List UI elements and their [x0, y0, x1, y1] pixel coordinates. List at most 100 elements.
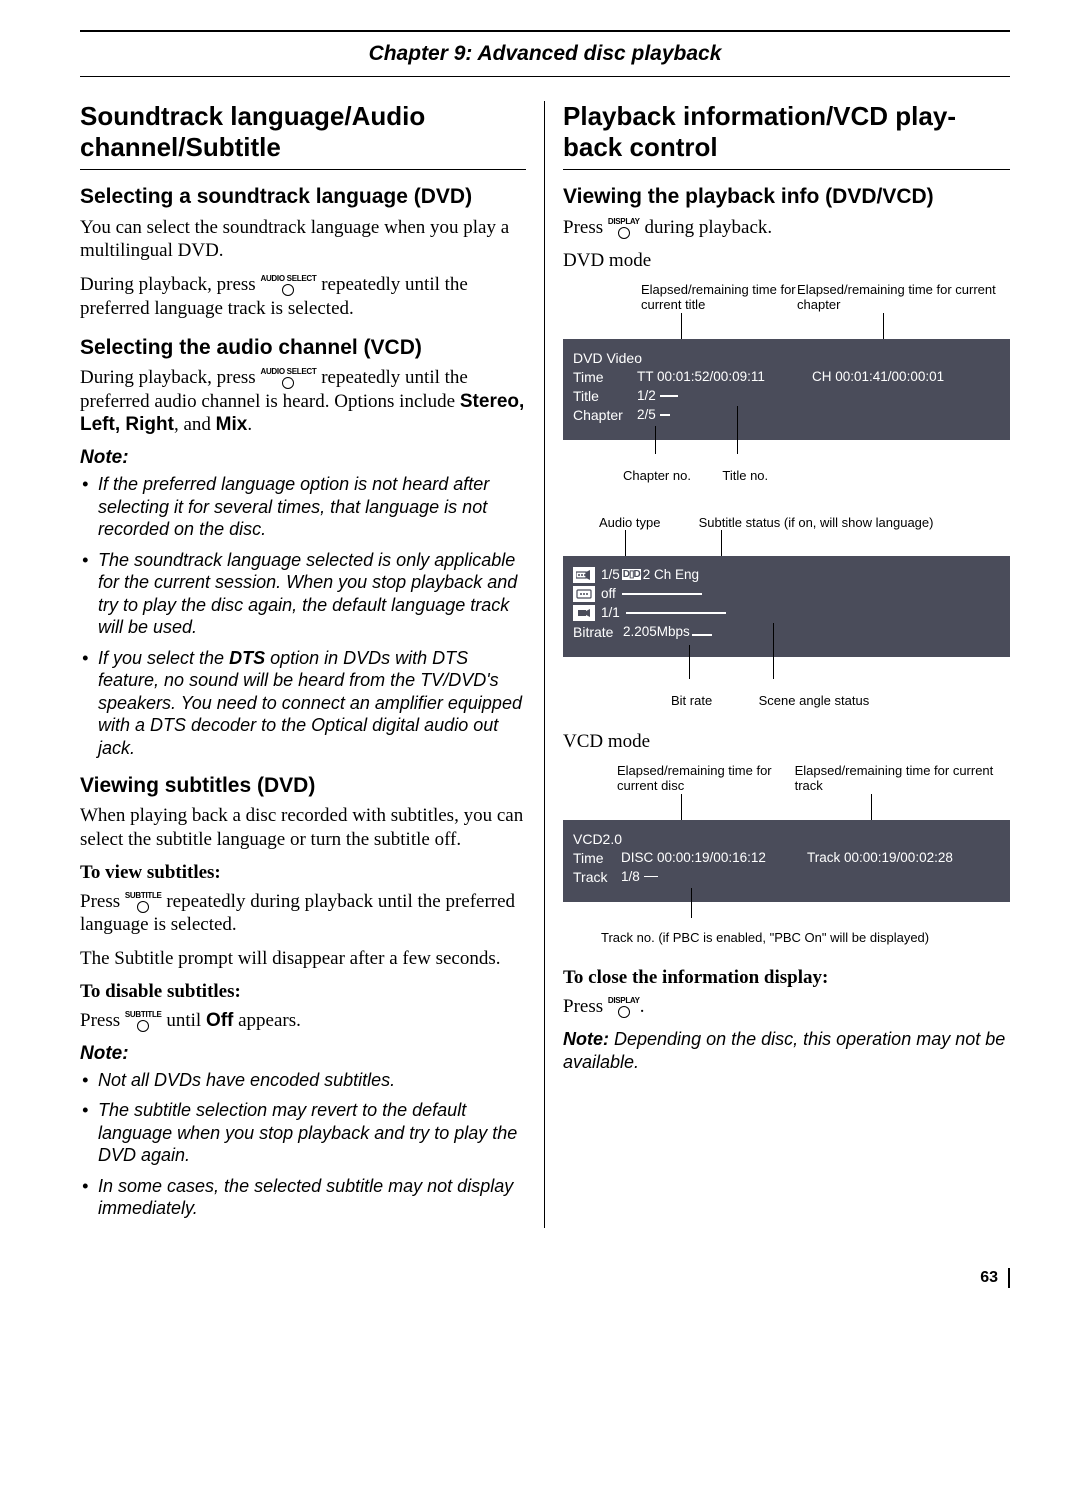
- osd-panel-vcd-info: VCD2.0 Time DISC 00:00:19/00:16:12 Track…: [563, 820, 1010, 902]
- body-text: Press SUBTITLE until Off appears.: [80, 1009, 526, 1033]
- callout-row: Track no. (if PBC is enabled, "PBC On" w…: [601, 930, 1010, 945]
- callout-line: [626, 612, 726, 613]
- callout-text: Chapter no.: [623, 468, 719, 483]
- osd-panel-audio-info: 1/5 D▯D 2 Ch Eng off 1/1: [563, 556, 1010, 657]
- text-frag: , and: [174, 414, 216, 435]
- osd-value-audio-fmt: 2 Ch Eng: [643, 567, 699, 582]
- osd-value-track-time: Track 00:00:19/00:02:28: [807, 850, 953, 865]
- procedure-heading: To disable subtitles:: [80, 981, 526, 1003]
- body-text: Press DISPLAY .: [563, 995, 1010, 1019]
- callout-line: [622, 593, 702, 594]
- callout-ticks: [563, 313, 1010, 339]
- callout-text: Title no.: [722, 468, 768, 483]
- callout-text: Audio type: [599, 515, 695, 530]
- callout-line: [689, 645, 690, 679]
- note-list: Not all DVDs have encoded subtitles. The…: [80, 1069, 526, 1220]
- osd-label-track: Track: [573, 869, 621, 885]
- osd-value-sub: off: [601, 586, 616, 601]
- callout-text: Elapsed/remaining time for current title: [641, 283, 797, 313]
- callout-text: Elapsed/remaining time for current track: [795, 764, 1010, 794]
- subsection-viewing-playback: Viewing the playback info (DVD/VCD): [563, 184, 1010, 209]
- text-frag: Press: [563, 996, 608, 1017]
- osd-value-tt: TT 00:01:52/00:09:11: [637, 369, 812, 384]
- subsection-audio-channel: Selecting the audio channel (VCD): [80, 335, 526, 360]
- callout-line: [883, 313, 884, 339]
- callout-text: Elapsed/remaining time for current disc: [617, 764, 795, 794]
- note-item: In some cases, the selected subtitle may…: [82, 1175, 526, 1220]
- bold-mix: Mix: [216, 414, 248, 435]
- text-frag: .: [640, 996, 645, 1017]
- osd-label-title: Title: [573, 388, 637, 404]
- callout-ticks: [563, 657, 1010, 691]
- subsection-select-language: Selecting a soundtrack language (DVD): [80, 184, 526, 209]
- text-frag: Press: [80, 1010, 125, 1031]
- two-column-layout: Soundtrack language/Audio channel/Subtit…: [80, 101, 1010, 1228]
- section-heading-playback-info: Playback information/VCD play-back contr…: [563, 101, 1010, 163]
- body-text: You can select the soundtrack language w…: [80, 216, 526, 264]
- note-item: The subtitle selection may revert to the…: [82, 1099, 526, 1167]
- section-heading-soundtrack: Soundtrack language/Audio channel/Subtit…: [80, 101, 526, 163]
- button-label: AUDIO SELECT: [260, 275, 316, 283]
- callout-text: Track no. (if PBC is enabled, "PBC On" w…: [601, 930, 929, 945]
- mode-label-dvd: DVD mode: [563, 249, 1010, 273]
- osd-value-ch: CH 00:01:41/00:00:01: [812, 369, 944, 384]
- bold-dts: DTS: [229, 648, 265, 668]
- callout-line: [644, 876, 658, 877]
- callout-ticks: [563, 902, 1010, 928]
- osd-panel-dvd-info: DVD Video Time TT 00:01:52/00:09:11 CH 0…: [563, 339, 1010, 440]
- text-frag: Press: [563, 217, 608, 238]
- text-frag: During playback, press: [80, 274, 260, 295]
- button-label: AUDIO SELECT: [260, 368, 316, 376]
- text-frag: If you select the: [98, 648, 229, 668]
- osd-value-chapter: 2/5: [637, 407, 656, 422]
- callout-line: [625, 530, 626, 556]
- button-circle-icon: [282, 377, 294, 389]
- callout-line: [681, 313, 682, 339]
- button-circle-icon: [618, 1006, 630, 1018]
- bold-off: Off: [206, 1010, 233, 1031]
- osd-value-track-no: 1/8: [621, 869, 640, 884]
- audio-select-button-icon: AUDIO SELECT: [260, 368, 316, 389]
- audio-icon: [573, 567, 595, 583]
- callout-ticks: [563, 794, 1010, 820]
- callout-row: Elapsed/remaining time for current disc …: [617, 764, 1010, 794]
- button-label: SUBTITLE: [125, 892, 162, 900]
- right-column: Playback information/VCD play-back contr…: [545, 101, 1010, 1228]
- note-item: If you select the DTS option in DVDs wit…: [82, 647, 526, 760]
- osd-label-bitrate: Bitrate: [573, 624, 623, 640]
- callout-line: [660, 414, 670, 415]
- callout-line: [655, 426, 656, 454]
- osd-value-angle: 1/1: [601, 605, 620, 620]
- text-frag: during playback.: [644, 217, 772, 238]
- note-heading: Note:: [80, 1043, 526, 1065]
- section-rule: [563, 169, 1010, 170]
- subtitle-icon: [573, 586, 595, 602]
- left-column: Soundtrack language/Audio channel/Subtit…: [80, 101, 545, 1228]
- button-circle-icon: [282, 284, 294, 296]
- text-frag: appears.: [233, 1010, 301, 1031]
- osd-label-time: Time: [573, 369, 637, 385]
- button-circle-icon: [137, 901, 149, 913]
- callout-line: [660, 395, 678, 396]
- note-item: The soundtrack language selected is only…: [82, 549, 526, 639]
- subsection-subtitles: Viewing subtitles (DVD): [80, 773, 526, 798]
- callout-line: [692, 634, 712, 635]
- audio-select-button-icon: AUDIO SELECT: [260, 275, 316, 296]
- callout-row: Elapsed/remaining time for current title…: [641, 283, 1010, 313]
- chapter-title: Chapter 9: Advanced disc playback: [80, 38, 1010, 77]
- button-label: SUBTITLE: [125, 1011, 162, 1019]
- callout-text: Scene angle status: [759, 693, 870, 708]
- callout-row: Audio type Subtitle status (if on, will …: [599, 515, 1010, 530]
- note-item: If the preferred language option is not …: [82, 473, 526, 541]
- note-list: If the preferred language option is not …: [80, 473, 526, 759]
- callout-line: [691, 888, 692, 918]
- callout-row: Bit rate Scene angle status: [671, 693, 1010, 708]
- osd-header: VCD2.0: [573, 831, 622, 847]
- callout-text: Bit rate: [671, 693, 755, 708]
- osd-label-time: Time: [573, 850, 621, 866]
- body-text: The Subtitle prompt will disappear after…: [80, 947, 526, 971]
- osd-value-title: 1/2: [637, 388, 656, 403]
- button-label: DISPLAY: [608, 997, 640, 1005]
- callout-row: Chapter no. Title no.: [623, 468, 1010, 483]
- display-button-icon: DISPLAY: [608, 218, 640, 239]
